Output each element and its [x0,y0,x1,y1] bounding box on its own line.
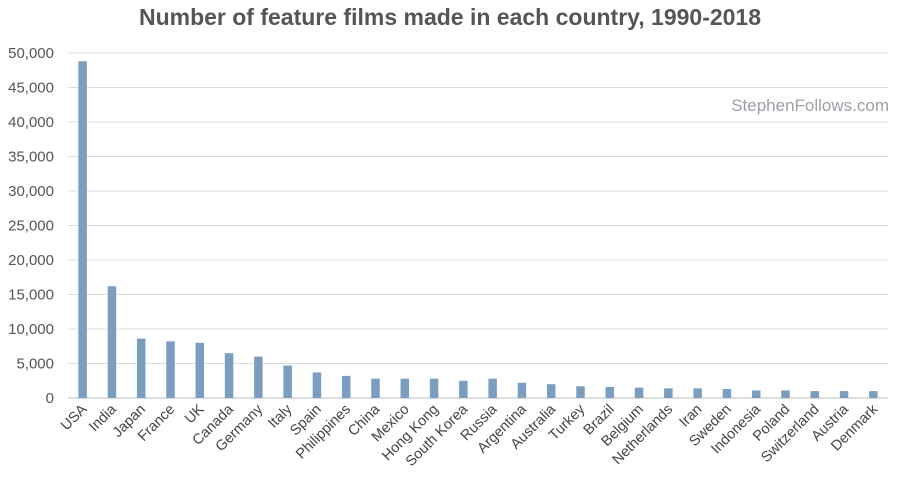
bar-france [166,341,175,398]
bar-argentina [517,382,527,398]
y-tick-label: 35,000 [8,149,54,166]
bar-russia [488,378,497,398]
bar-hong-kong [429,378,439,398]
y-tick-label: 0 [46,390,54,407]
bar-italy [283,365,292,398]
bar-south-korea [459,380,468,398]
watermark-text: StephenFollows.com [731,96,889,115]
bar-switzerland [810,391,820,398]
bar-indonesia [751,390,761,398]
bar-japan [136,338,146,398]
x-tick-label: USA [58,401,91,434]
y-tick-label: 10,000 [8,321,54,338]
y-tick-label: 15,000 [8,287,54,304]
bar-iran [693,388,702,398]
gridlines [68,52,888,399]
bar-philippines [341,375,351,398]
y-tick-label: 50,000 [8,45,54,62]
bar-australia [546,384,556,398]
bar-netherlands [664,388,673,398]
y-tick-label: 25,000 [8,218,54,235]
y-tick-label: 45,000 [8,80,54,97]
bar-spain [312,372,322,398]
bar-germany [254,356,263,398]
bar-mexico [400,378,410,398]
bar-usa [78,61,87,398]
y-tick-label: 5,000 [16,356,54,373]
bar-brazil [605,386,615,398]
chart-title: Number of feature films made in each cou… [138,4,762,30]
bar-turkey [576,386,585,398]
bars [78,61,878,398]
bar-austria [839,391,849,398]
y-axis-ticks: 0 5,000 10,000 15,000 20,000 25,000 30,000 35,0… [8,45,54,407]
y-tick-label: 20,000 [8,252,54,269]
bar-poland [781,390,790,398]
bar-belgium [634,387,644,398]
bar-denmark [869,391,878,398]
bar-canada [224,353,234,398]
bar-india [107,286,117,398]
y-tick-label: 30,000 [8,183,54,200]
bar-sweden [722,389,732,398]
bar-uk [195,342,205,398]
y-tick-label: 40,000 [8,114,54,131]
bar-china [371,378,380,398]
